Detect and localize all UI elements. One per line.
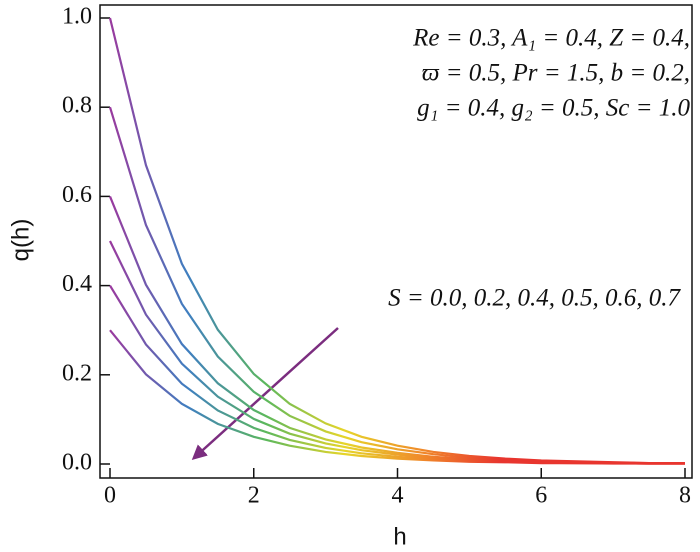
line-series <box>109 329 685 465</box>
x-tick-label: 6 <box>535 483 547 509</box>
annotation: S = 0.0, 0.2, 0.4, 0.5, 0.6, 0.7 <box>388 285 681 312</box>
x-tick-label: 4 <box>392 483 404 509</box>
plot-frame <box>99 4 693 479</box>
y-tick-label: 1.0 <box>62 4 92 30</box>
y-axis-label: q(h) <box>7 219 34 262</box>
y-tick-label: 0.0 <box>62 450 92 476</box>
y-tick-label: 0.4 <box>62 271 92 297</box>
annotation: g₁ = 0.4, g₂ = 0.5, Sc = 1.0 <box>417 95 690 122</box>
line-series <box>109 285 685 465</box>
annotation: Re = 0.3, A₁ = 0.4, Z = 0.4, <box>412 25 690 52</box>
y-tick-label: 0.6 <box>62 182 92 208</box>
y-tick-label: 0.2 <box>62 360 92 386</box>
line-series <box>109 240 685 465</box>
arrow <box>191 327 339 461</box>
x-axis-label: h <box>393 523 406 550</box>
x-tick-label: 8 <box>679 483 691 509</box>
line-series <box>108 195 685 465</box>
x-tick-label: 0 <box>104 483 116 509</box>
annotation: ϖ = 0.5, Pr = 1.5, b = 0.2, <box>422 60 690 87</box>
y-tick-label: 0.8 <box>62 93 92 119</box>
x-tick-label: 2 <box>248 483 260 509</box>
